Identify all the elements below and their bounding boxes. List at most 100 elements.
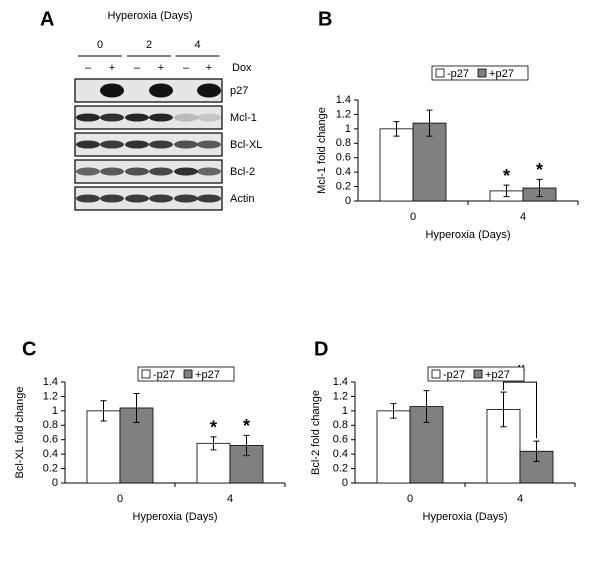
blot-band: [197, 167, 221, 176]
blot-band: [100, 167, 124, 176]
blot-band: [149, 83, 173, 98]
error-bar: [390, 403, 397, 419]
y-tick-label: 0.2: [43, 462, 58, 474]
annotation: *: [210, 418, 217, 438]
annotation: *: [503, 166, 510, 186]
y-tick-label: 1.2: [336, 108, 351, 120]
y-tick-label: 0.6: [336, 152, 351, 164]
blot-band: [174, 140, 198, 149]
y-tick-label: 0.2: [333, 462, 348, 474]
legend-label: +p27: [485, 369, 510, 381]
x-tick-label: 0: [410, 211, 416, 223]
legend-swatch: [183, 369, 193, 379]
error-bar: [503, 184, 510, 198]
y-tick-label: 1.4: [336, 94, 351, 106]
blot-row-label: Bcl-2: [230, 166, 255, 178]
x-tick-label: 0: [117, 493, 123, 505]
blot-band: [125, 194, 149, 203]
blot-band: [174, 194, 198, 203]
x-axis-label: Hyperoxia (Days): [423, 511, 508, 523]
error-bar: [243, 434, 250, 457]
x-tick-label: 4: [520, 211, 526, 223]
blot-band: [197, 113, 221, 122]
y-tick-label: 0.2: [336, 180, 351, 192]
blot-band: [174, 113, 198, 122]
y-tick-label: 0.4: [336, 166, 351, 178]
error-bar: [426, 109, 433, 137]
blot-band: [174, 167, 198, 176]
y-tick-label: 0.6: [43, 434, 58, 446]
x-tick-label: 0: [407, 493, 413, 505]
blot-band: [149, 113, 173, 122]
blot-band: [197, 194, 221, 203]
legend-swatch: [141, 369, 151, 379]
y-tick-label: 1.2: [43, 390, 58, 402]
annotation: *: [243, 416, 250, 436]
bar: [379, 128, 414, 202]
dox-sign: +: [158, 62, 164, 74]
legend-label: -p27: [447, 68, 469, 80]
dox-sign: –: [134, 62, 141, 74]
legend-label: -p27: [153, 369, 175, 381]
dox-sign: +: [206, 62, 212, 74]
x-axis-label: Hyperoxia (Days): [426, 229, 511, 241]
blot-band: [76, 167, 100, 176]
blot-band: [76, 140, 100, 149]
legend-swatch: [473, 369, 483, 379]
day-label: 0: [97, 39, 103, 51]
blot-title: Hyperoxia (Days): [108, 10, 193, 22]
day-label: 4: [194, 39, 200, 51]
blot-row-label: Mcl-1: [230, 112, 257, 124]
blot-band: [149, 167, 173, 176]
y-tick-label: 0.8: [333, 419, 348, 431]
y-tick-label: 1: [342, 405, 348, 417]
x-tick-label: 4: [227, 493, 233, 505]
legend-swatch: [435, 68, 445, 78]
bar: [376, 410, 411, 484]
y-tick-label: 0.4: [333, 448, 348, 460]
y-tick-label: 1: [345, 123, 351, 135]
y-tick-label: 0.6: [333, 434, 348, 446]
blot-band: [76, 113, 100, 122]
y-axis-label: Mcl-1 fold change: [316, 107, 328, 194]
blot-band: [125, 113, 149, 122]
legend-label: -p27: [443, 369, 465, 381]
dox-sign: –: [183, 62, 190, 74]
legend-swatch: [477, 68, 487, 78]
blot-row-label: p27: [230, 85, 248, 97]
blot-band: [100, 113, 124, 122]
y-axis-label: Bcl-2 fold change: [310, 390, 322, 475]
bar: [86, 410, 121, 484]
dox-sign: –: [85, 62, 92, 74]
panel-label: A: [40, 8, 54, 30]
blot-band: [125, 140, 149, 149]
y-axis-label: Bcl-XL fold change: [14, 387, 26, 479]
error-bar: [133, 393, 140, 423]
panel-label: D: [314, 338, 328, 360]
x-tick-label: 4: [517, 493, 523, 505]
blot-band: [125, 167, 149, 176]
blot-row-label: Bcl-XL: [230, 139, 262, 151]
y-tick-label: 0.4: [43, 448, 58, 460]
y-tick-label: 0: [342, 477, 348, 489]
blot-band: [197, 140, 221, 149]
error-bar: [423, 390, 430, 423]
error-bar: [500, 391, 507, 428]
y-tick-label: 1.4: [333, 376, 348, 388]
error-bar: [210, 436, 217, 451]
blot-band: [197, 83, 221, 98]
blot-row-label: Actin: [230, 193, 254, 205]
panel-label: B: [318, 8, 332, 30]
annotation: *: [536, 160, 543, 180]
x-axis-label: Hyperoxia (Days): [133, 511, 218, 523]
y-tick-label: 0.8: [43, 419, 58, 431]
y-tick-label: 0: [345, 195, 351, 207]
error-bar: [533, 440, 540, 462]
dox-sign: +: [109, 62, 115, 74]
legend-label: +p27: [489, 68, 514, 80]
y-tick-label: 0.8: [336, 137, 351, 149]
y-tick-label: 1.2: [333, 390, 348, 402]
day-label: 2: [146, 39, 152, 51]
y-tick-label: 1: [52, 405, 58, 417]
significance-bracket: [503, 381, 537, 439]
